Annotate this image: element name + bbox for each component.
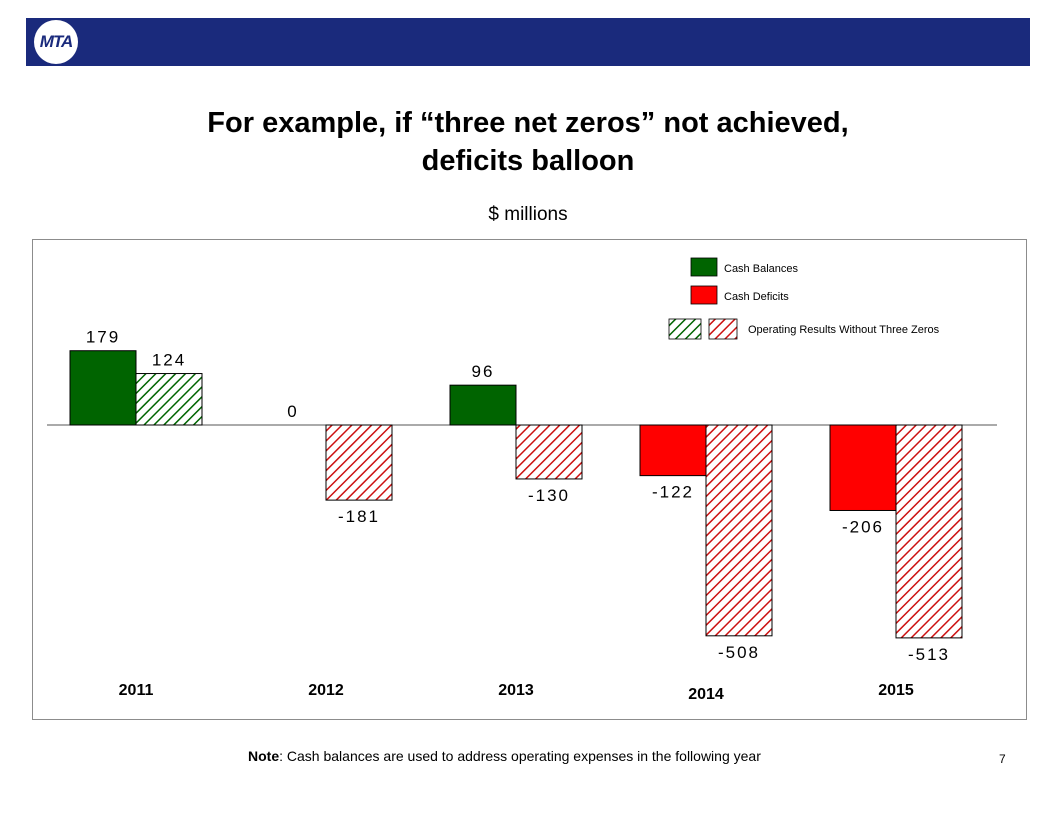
bar-operating-2011 bbox=[135, 373, 203, 426]
data-label-2013-operating: -130 bbox=[528, 486, 570, 505]
bar-cash-2013 bbox=[449, 384, 517, 426]
x-tick-label-2011: 2011 bbox=[119, 682, 154, 699]
x-tick-label-2015: 2015 bbox=[878, 682, 914, 699]
page-title: For example, if “three net zeros” not ac… bbox=[60, 104, 996, 180]
legend-label-operating-results: Operating Results Without Three Zeros bbox=[748, 324, 940, 336]
bar-operating-2013 bbox=[515, 424, 583, 480]
legend-swatch-cash-balances bbox=[690, 257, 718, 277]
data-label-2015-cash: -206 bbox=[842, 517, 884, 536]
bar-cash-2014 bbox=[639, 424, 707, 477]
legend-label-cash-balances: Cash Balances bbox=[724, 263, 798, 275]
x-tick-label-2013: 2013 bbox=[498, 682, 534, 699]
x-tick-label-2014: 2014 bbox=[688, 686, 724, 703]
footnote: Note: Cash balances are used to address … bbox=[248, 748, 761, 764]
title-line-1: For example, if “three net zeros” not ac… bbox=[207, 107, 849, 139]
data-label-2015-operating: -513 bbox=[908, 645, 950, 664]
note-label: Note bbox=[248, 748, 280, 764]
data-label-2013-cash: 96 bbox=[472, 362, 495, 381]
page-number: 7 bbox=[999, 752, 1006, 766]
bar-chart: 179 124 2011 0 -181 2012 96 -130 2013 -122 -508 201… bbox=[47, 257, 997, 703]
bar-cash-2015 bbox=[829, 424, 897, 511]
bar-operating-2012 bbox=[325, 424, 393, 501]
data-label-2012-operating: -181 bbox=[338, 507, 380, 526]
bar-cash-2011 bbox=[69, 350, 137, 426]
data-label-2014-operating: -508 bbox=[718, 643, 760, 662]
data-label-2014-cash: -122 bbox=[652, 483, 694, 502]
logo-text: MTA bbox=[39, 32, 74, 51]
note-text: : Cash balances are used to address oper… bbox=[279, 748, 761, 764]
header-bar bbox=[26, 18, 1030, 66]
data-label-2012-cash: 0 bbox=[287, 402, 298, 421]
legend-swatch-operating-green bbox=[668, 318, 702, 340]
legend-swatch-operating-red bbox=[708, 318, 738, 340]
data-label-2011-operating: 124 bbox=[152, 351, 186, 370]
mta-logo: MTA bbox=[34, 20, 78, 64]
chart-units: $ millions bbox=[488, 204, 568, 225]
title-line-2: deficits balloon bbox=[421, 145, 635, 177]
bar-operating-2014 bbox=[705, 424, 773, 637]
legend-swatch-cash-deficits bbox=[690, 285, 718, 305]
data-label-2011-cash: 179 bbox=[86, 328, 120, 347]
x-tick-label-2012: 2012 bbox=[308, 682, 344, 699]
legend-label-cash-deficits: Cash Deficits bbox=[724, 291, 789, 303]
bar-operating-2015 bbox=[895, 424, 963, 639]
chart-frame bbox=[32, 239, 1027, 720]
